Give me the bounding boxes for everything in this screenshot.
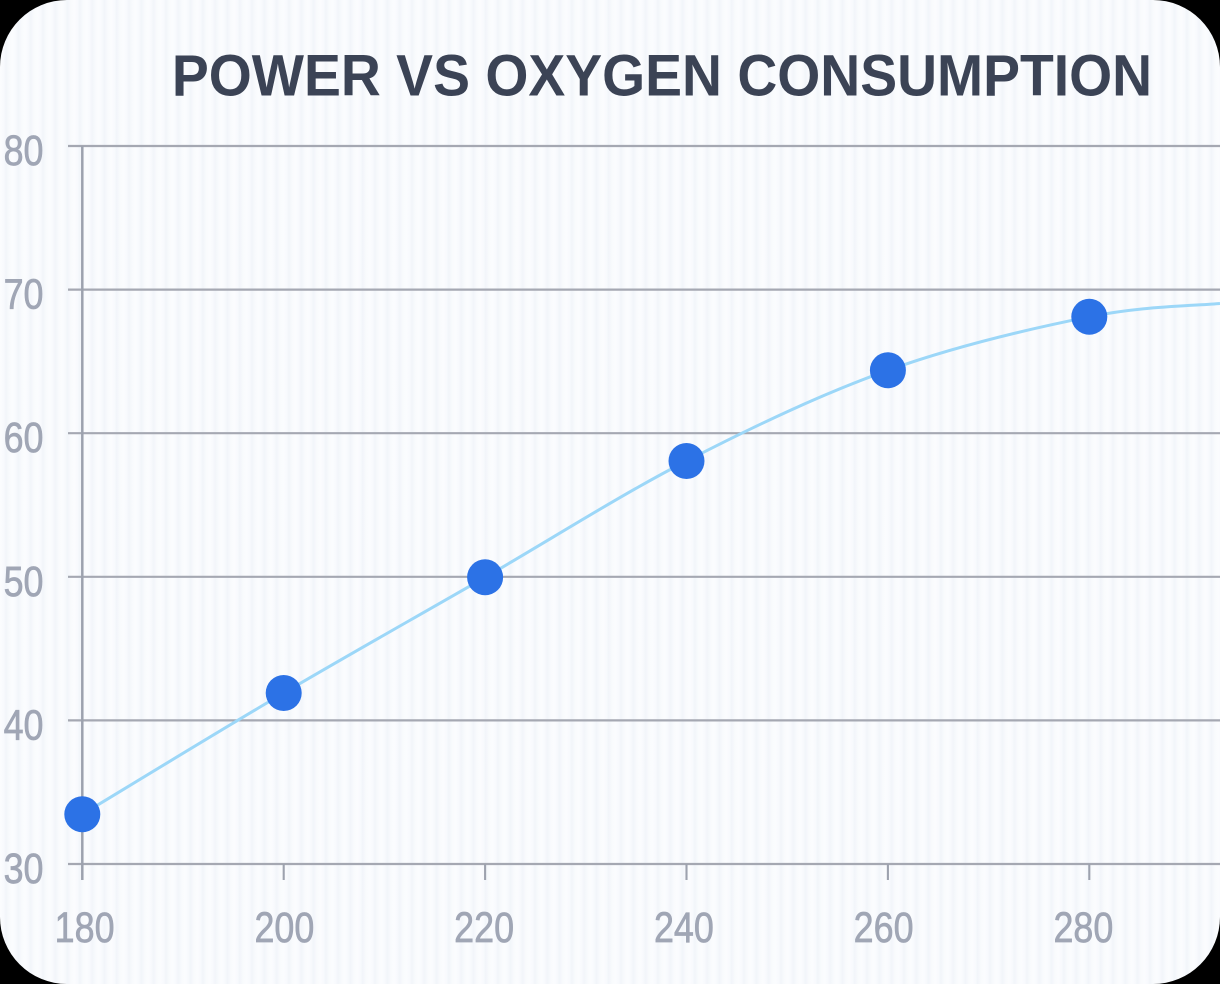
svg-text:40: 40 (4, 703, 44, 749)
svg-text:80: 80 (4, 128, 44, 174)
svg-text:POWER VS OXYGEN CONSUMPTION: POWER VS OXYGEN CONSUMPTION (172, 43, 1152, 109)
svg-text:200: 200 (254, 905, 314, 951)
svg-text:60: 60 (4, 416, 44, 462)
svg-text:220: 220 (454, 905, 514, 951)
svg-text:280: 280 (1053, 905, 1113, 951)
svg-text:70: 70 (4, 272, 44, 318)
svg-text:240: 240 (654, 905, 714, 951)
svg-text:30: 30 (4, 846, 44, 892)
svg-text:50: 50 (4, 559, 44, 605)
svg-text:260: 260 (854, 905, 914, 951)
svg-text:180: 180 (55, 905, 115, 951)
